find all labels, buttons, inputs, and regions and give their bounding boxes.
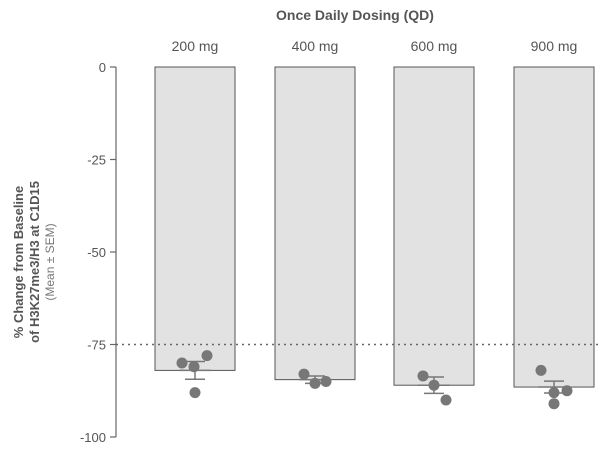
- data-point: [428, 379, 440, 391]
- category-label: 600 mg: [411, 38, 458, 54]
- y-tick-label: 0: [99, 60, 106, 75]
- y-axis: 0 -25 -50 -75 -100: [80, 60, 117, 445]
- data-point: [189, 387, 201, 399]
- bar: [393, 66, 475, 386]
- data-point: [440, 394, 452, 406]
- bar: [274, 66, 356, 381]
- y-axis-title-line2: of H3K27me3/H3 at C1D15: [27, 181, 42, 343]
- data-point: [309, 377, 321, 389]
- y-tick-label: -100: [80, 430, 106, 445]
- data-point: [188, 361, 200, 373]
- data-point: [298, 368, 310, 380]
- y-axis-title: % Change from Baseline of H3K27me3/H3 at…: [11, 181, 57, 343]
- category-labels: 200 mg 400 mg 600 mg 900 mg: [172, 38, 578, 54]
- data-point: [320, 376, 332, 387]
- category-label: 400 mg: [292, 38, 339, 54]
- data-point: [561, 385, 573, 397]
- y-tick-label: -75: [87, 338, 106, 353]
- data-point: [548, 398, 560, 410]
- bar: [154, 66, 236, 371]
- bars-group: [154, 66, 595, 388]
- chart-title: Once Daily Dosing (QD): [276, 7, 434, 23]
- y-tick-label: -25: [87, 153, 106, 168]
- data-point: [548, 387, 560, 399]
- y-axis-title-line1: % Change from Baseline: [11, 186, 26, 338]
- error-bars-group: [179, 360, 570, 395]
- y-axis-subtitle: (Mean ± SEM): [43, 223, 57, 300]
- y-tick-label: -50: [87, 245, 106, 260]
- category-label: 200 mg: [172, 38, 219, 54]
- bar: [513, 66, 595, 388]
- data-point: [417, 370, 429, 382]
- category-label: 900 mg: [531, 38, 578, 54]
- data-point: [201, 350, 213, 362]
- data-point: [176, 357, 188, 369]
- points-group: [176, 350, 573, 410]
- data-point: [535, 364, 547, 376]
